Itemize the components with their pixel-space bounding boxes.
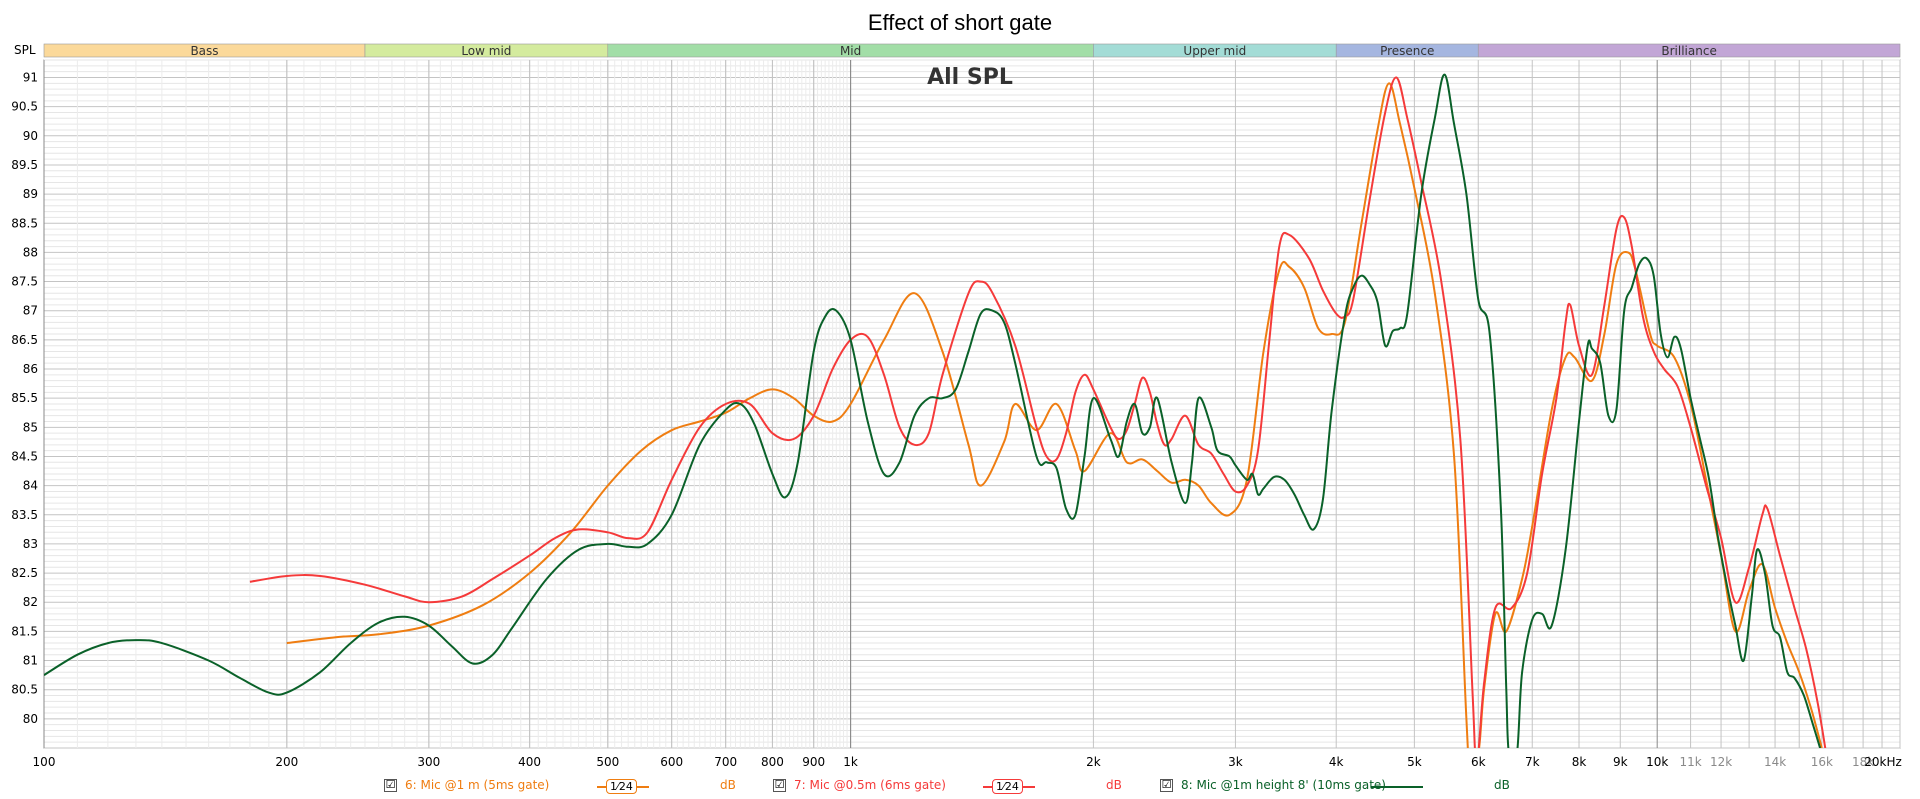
checkbox-8[interactable]: ☑ — [1160, 777, 1173, 792]
x-tick-label: 9k — [1613, 755, 1628, 769]
y-tick-label: 91 — [23, 70, 38, 84]
x-tick-label: 3k — [1228, 755, 1243, 769]
y-tick-label: 82.5 — [11, 566, 38, 580]
y-tick-label: 86 — [23, 362, 38, 376]
legend-unit-7: dB — [1106, 778, 1122, 792]
smoothing-indicator-6[interactable]: 1⁄24 — [606, 778, 637, 794]
series-line-8 — [44, 73, 1822, 748]
x-tick-label: 500 — [596, 755, 619, 769]
series-lines — [44, 73, 1827, 748]
y-axis-label: SPL — [14, 43, 36, 57]
y-tick-label: 86.5 — [11, 333, 38, 347]
checkbox-6[interactable]: ☑ — [384, 777, 397, 792]
band-label-brilliance: Brilliance — [1661, 44, 1716, 58]
x-tick-label: 700 — [714, 755, 737, 769]
x-tick-label: 200 — [275, 755, 298, 769]
y-tick-label: 82 — [23, 595, 38, 609]
x-tick-label: 14k — [1764, 755, 1786, 769]
checkbox-7[interactable]: ☑ — [773, 777, 786, 792]
band-label-low-mid: Low mid — [461, 44, 511, 58]
x-unit-label: 20kHz — [1864, 755, 1902, 769]
y-tick-label: 83.5 — [11, 508, 38, 522]
y-tick-label: 87.5 — [11, 275, 38, 289]
legend-swatch-6[interactable]: 1⁄24 — [597, 778, 649, 794]
x-tick-label: 900 — [802, 755, 825, 769]
y-tick-label: 90 — [23, 129, 38, 143]
x-tick-labels: 100 200 300 400 500 600 700 800 900 1k 2k 3k 4k 5k 6k 7… — [33, 755, 1875, 769]
x-tick-label: 8k — [1572, 755, 1587, 769]
y-tick-label: 81.5 — [11, 624, 38, 638]
y-tick-label: 81 — [23, 654, 38, 668]
grid-lines — [43, 59, 1901, 749]
y-tick-label: 85.5 — [11, 391, 38, 405]
legend-label-7: 7: Mic @0.5m (6ms gate) — [794, 778, 946, 792]
legend-label-8: 8: Mic @1m height 8' (10ms gate) — [1181, 778, 1386, 792]
legend: ☑ 6: Mic @1 m (5ms gate) 1⁄24 dB ☑ 7: Mi… — [0, 778, 1920, 798]
series-line-7 — [249, 76, 1827, 748]
x-tick-label: 16k — [1811, 755, 1833, 769]
x-tick-label: 6k — [1471, 755, 1486, 769]
legend-item-7[interactable]: ☑ 7: Mic @0.5m (6ms gate) — [773, 778, 946, 792]
legend-swatch-8[interactable] — [1371, 778, 1423, 794]
x-tick-label: 400 — [518, 755, 541, 769]
x-tick-label: 18k — [1852, 755, 1874, 769]
y-tick-label: 88.5 — [11, 216, 38, 230]
y-tick-label: 83 — [23, 537, 38, 551]
legend-item-8[interactable]: ☑ 8: Mic @1m height 8' (10ms gate) — [1160, 778, 1386, 792]
x-tick-label: 5k — [1407, 755, 1422, 769]
y-tick-label: 87 — [23, 304, 38, 318]
x-tick-label: 4k — [1329, 755, 1344, 769]
x-tick-label: 11k — [1679, 755, 1701, 769]
y-tick-label: 84 — [23, 479, 38, 493]
band-label-mid: Mid — [840, 44, 861, 58]
x-tick-label: 10k — [1646, 755, 1668, 769]
band-label-bass: Bass — [190, 44, 218, 58]
legend-unit-8: dB — [1494, 778, 1510, 792]
y-tick-label: 84.5 — [11, 449, 38, 463]
chart-title: Effect of short gate — [868, 10, 1052, 35]
y-tick-label: 80.5 — [11, 683, 38, 697]
legend-item-6[interactable]: ☑ 6: Mic @1 m (5ms gate) — [384, 778, 549, 792]
y-tick-label: 85 — [23, 420, 38, 434]
legend-label-6: 6: Mic @1 m (5ms gate) — [405, 778, 550, 792]
x-tick-label: 100 — [33, 755, 56, 769]
x-tick-label: 2k — [1086, 755, 1101, 769]
y-tick-label: 89 — [23, 187, 38, 201]
band-label-upper-mid: Upper mid — [1183, 44, 1246, 58]
y-tick-label: 89.5 — [11, 158, 38, 172]
y-tick-label: 88 — [23, 245, 38, 259]
x-tick-label: 12k — [1710, 755, 1732, 769]
x-tick-label: 7k — [1525, 755, 1540, 769]
y-tick-label: 80 — [23, 712, 38, 726]
x-tick-label: 800 — [761, 755, 784, 769]
smoothing-indicator-7[interactable]: 1⁄24 — [992, 778, 1023, 794]
legend-unit-6: dB — [720, 778, 736, 792]
legend-swatch-7[interactable]: 1⁄24 — [983, 778, 1035, 794]
band-brilliance — [1477, 43, 1901, 58]
y-tick-label: 90.5 — [11, 100, 38, 114]
graph-label: All SPL — [927, 65, 1013, 90]
x-tick-label: 600 — [660, 755, 683, 769]
y-tick-labels: 91 90.5 90 89.5 89 88.5 88 87.5 87 86.5 86 85.5 85 84… — [11, 70, 38, 725]
x-tick-label: 1k — [843, 755, 858, 769]
band-label-presence: Presence — [1380, 44, 1434, 58]
frequency-bands: Bass Low mid Mid Upper mid Presence Brillianc… — [43, 43, 1901, 58]
x-tick-label: 300 — [417, 755, 440, 769]
